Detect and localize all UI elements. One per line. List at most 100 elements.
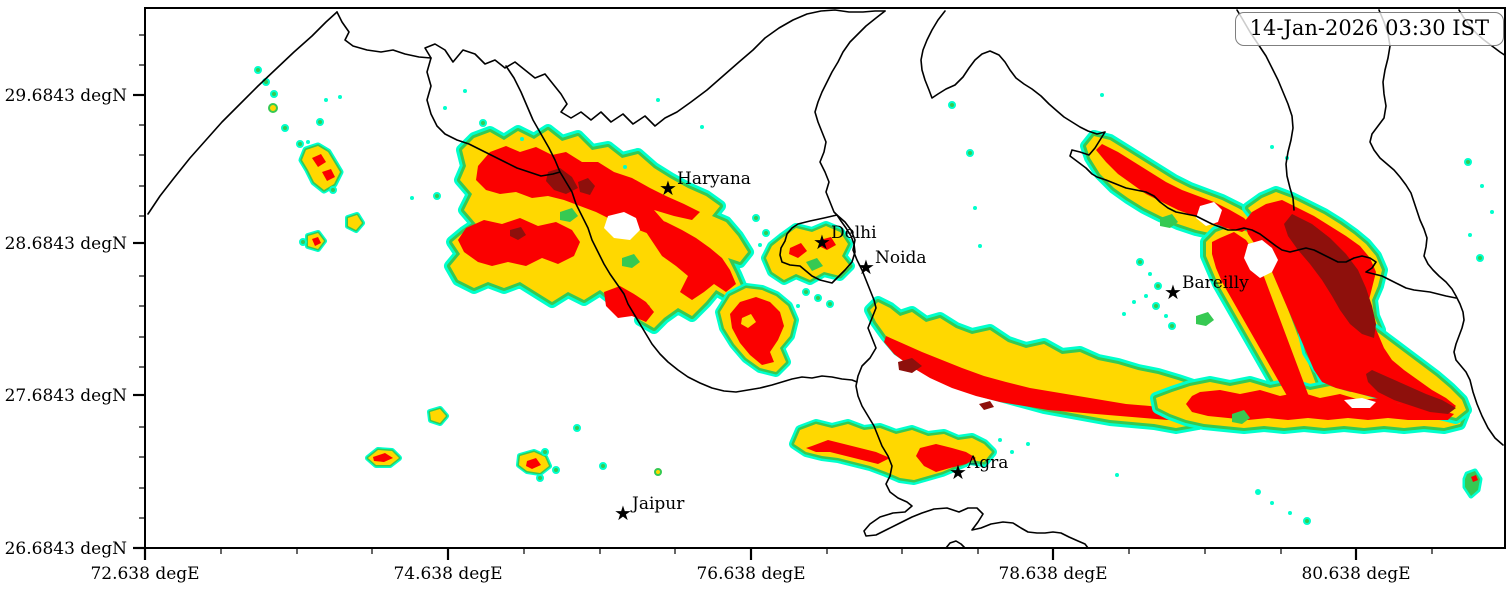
city-label: Delhi (831, 223, 877, 243)
timestamp-text: 14-Jan-2026 03:30 IST (1249, 16, 1489, 40)
contour-region-white (604, 212, 640, 240)
contour-region-darkred (1366, 370, 1456, 414)
contour-speck (654, 468, 662, 476)
contour-speck (1168, 322, 1176, 330)
contour-speck (1154, 282, 1162, 290)
contour-speck (1464, 158, 1472, 166)
contour-speck (1152, 302, 1160, 310)
y-axis-tick-label: 26.6843 degN (5, 539, 128, 559)
contour-region-red (1212, 232, 1314, 416)
y-axis-tick-label: 29.6843 degN (5, 86, 128, 106)
state-boundary (505, 65, 858, 393)
contour-speck (296, 140, 304, 148)
contour-speck (520, 137, 524, 141)
state-boundary (426, 57, 561, 177)
contour-speck (281, 124, 289, 132)
contour-speck (1270, 501, 1274, 505)
contour-speck (599, 462, 607, 470)
contour-speck (573, 424, 581, 432)
x-axis-tick-label: 72.638 degE (90, 564, 199, 584)
contour-region-red (373, 453, 393, 462)
city-label: Haryana (677, 169, 751, 189)
contour-speck (541, 448, 549, 456)
state-boundary (147, 11, 338, 215)
contour-speck (814, 294, 822, 302)
contour-speck (1136, 258, 1144, 266)
contour-region-red (789, 243, 807, 258)
contour-speck (1144, 294, 1148, 298)
contour-speck (338, 95, 342, 99)
contour-region-green (1232, 410, 1250, 424)
contour-speck (796, 304, 800, 308)
contour-speck (826, 300, 834, 308)
contour-speck (433, 192, 441, 200)
contour-region-darkred (510, 227, 526, 240)
contour-speck (443, 106, 447, 110)
contour-speck (1115, 473, 1119, 477)
contour-region-red (730, 297, 784, 365)
contour-speck (758, 243, 762, 247)
contour-speck (463, 89, 467, 93)
contour-region-red (604, 286, 654, 322)
boundaries-layer (147, 9, 1505, 548)
contour-region-green (1160, 214, 1178, 228)
contour-speck (948, 101, 956, 109)
plot-frame (144, 7, 1506, 549)
contour-speck (1026, 442, 1030, 446)
x-axis-tick-label: 74.638 degE (393, 564, 502, 584)
contour-region-darkred (898, 358, 922, 373)
state-boundary (779, 214, 856, 284)
contour-speck (752, 214, 760, 222)
contour-speck (978, 244, 982, 248)
contour-speck (316, 118, 324, 126)
contour-speck (656, 98, 660, 102)
contour-speck (802, 288, 810, 296)
contour-speck (299, 238, 307, 246)
state-boundary (920, 10, 1457, 299)
contour-region-green (560, 208, 578, 222)
contour-region-white (1344, 398, 1376, 408)
contour-region-red (312, 154, 326, 167)
contour-speck (552, 466, 560, 474)
state-boundary (336, 9, 886, 127)
contour-region-green (806, 258, 823, 271)
contour-region-green (1196, 312, 1214, 326)
contour-region-yellow (741, 314, 756, 328)
contour-speck (1255, 489, 1261, 495)
contour-speck (1288, 511, 1292, 515)
contour-region-red (526, 458, 541, 469)
contour-region-red (458, 218, 580, 266)
x-axis-tick-label: 80.638 degE (1301, 564, 1410, 584)
contour-region-red (1471, 475, 1478, 482)
contour-speck (324, 98, 328, 102)
contour-speck (973, 206, 977, 210)
city-marker: ★ (614, 501, 632, 525)
contour-region-green (622, 254, 640, 268)
y-axis-tick-label: 28.6843 degN (5, 234, 128, 254)
contour-speck (1490, 210, 1494, 214)
contour-region-darkred (979, 401, 994, 410)
contour-speck (479, 119, 487, 127)
contour-region-yellow (430, 409, 446, 423)
contour-speck (1480, 184, 1484, 188)
contour-speck (1164, 314, 1168, 318)
contour-region-darkred (578, 178, 595, 195)
contour-region-red (312, 237, 321, 246)
contour-speck (1100, 93, 1104, 97)
contour-speck (536, 474, 544, 482)
contour-speck (966, 149, 974, 157)
contour-region-red (819, 237, 836, 250)
contour-region-red (322, 169, 335, 181)
contour-speck (1148, 272, 1152, 276)
timestamp-badge: 14-Jan-2026 03:30 IST (1234, 12, 1504, 46)
contour-speck (268, 103, 278, 113)
city-label: Bareilly (1182, 273, 1249, 293)
city-label: Jaipur (630, 494, 685, 514)
contour-speck (306, 140, 310, 144)
x-axis-tick-label: 76.638 degE (696, 564, 805, 584)
contour-region-red (1186, 390, 1454, 420)
cities-layer: ★ Haryana★ Delhi★ Noida★ Bareilly★ Agra★ Jaipu… (614, 169, 1249, 525)
contour-speck (329, 186, 337, 194)
